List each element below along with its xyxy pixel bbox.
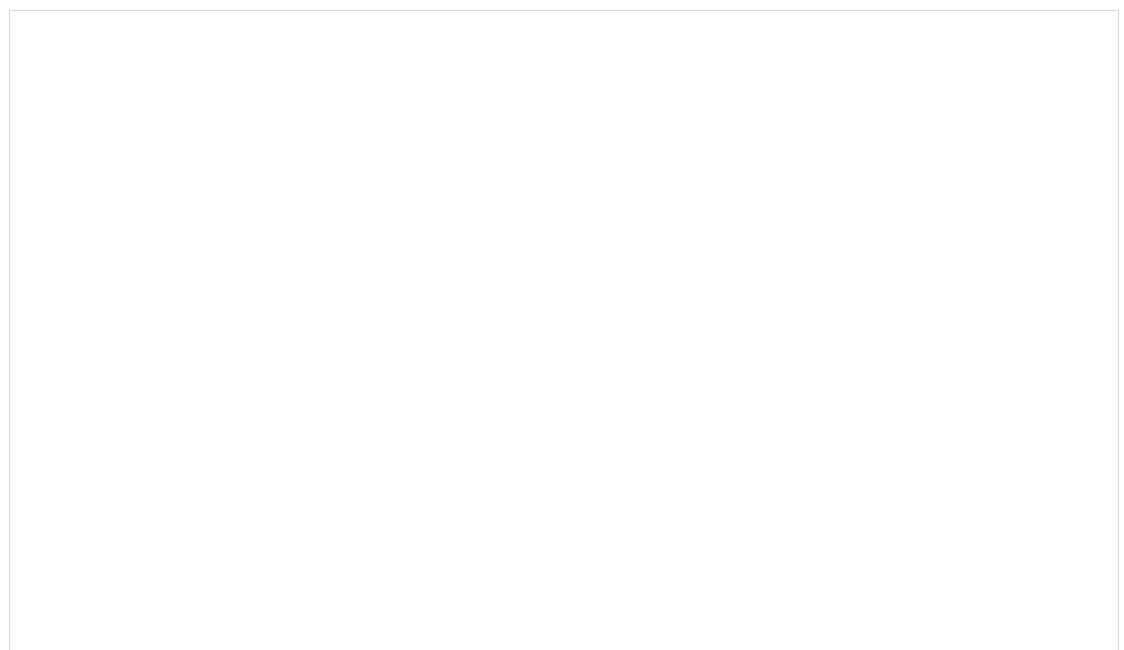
- y-axis-tick-labels: 0 10 20 30 40 50 60 70 80: [30, 101, 50, 546]
- y-tick-label: 30: [30, 367, 50, 387]
- y-tick-label: 50: [30, 260, 50, 280]
- y-tick-label: 10: [30, 473, 50, 493]
- data-label: 47: [976, 255, 996, 275]
- legend-label: the number: [517, 608, 608, 628]
- data-label: 72: [363, 123, 383, 143]
- bar: [136, 387, 201, 536]
- data-label: 56: [771, 208, 791, 228]
- bar: [545, 169, 609, 536]
- x-axis-tick-labels: 1979 1981- 1996 1997 2011 2015: [148, 559, 1006, 579]
- data-label: 69: [567, 138, 587, 158]
- bar: [340, 153, 405, 536]
- y-tick-label: 70: [30, 154, 50, 174]
- bars: [136, 153, 1018, 536]
- bar: [953, 286, 1018, 536]
- x-tick-label: 2015: [966, 559, 1006, 579]
- legend-swatch: [500, 612, 511, 623]
- data-label: 28: [158, 356, 178, 376]
- y-tick-label: 0: [40, 526, 50, 546]
- y-tick-label: 40: [30, 314, 50, 334]
- y-tick-label: 20: [30, 420, 50, 440]
- x-tick-label: 2011: [762, 559, 801, 579]
- y-tick-label: 60: [30, 207, 50, 227]
- x-tick-label: 1979: [148, 559, 188, 579]
- x-tick-label: 1997: [557, 559, 597, 579]
- chart-title: Number of capital crimes in different ye…: [202, 39, 927, 75]
- bar: [749, 238, 814, 536]
- y-tick-label: 80: [30, 101, 50, 121]
- x-tick-label: 1981- 1996: [327, 559, 418, 579]
- legend: the number: [500, 608, 608, 628]
